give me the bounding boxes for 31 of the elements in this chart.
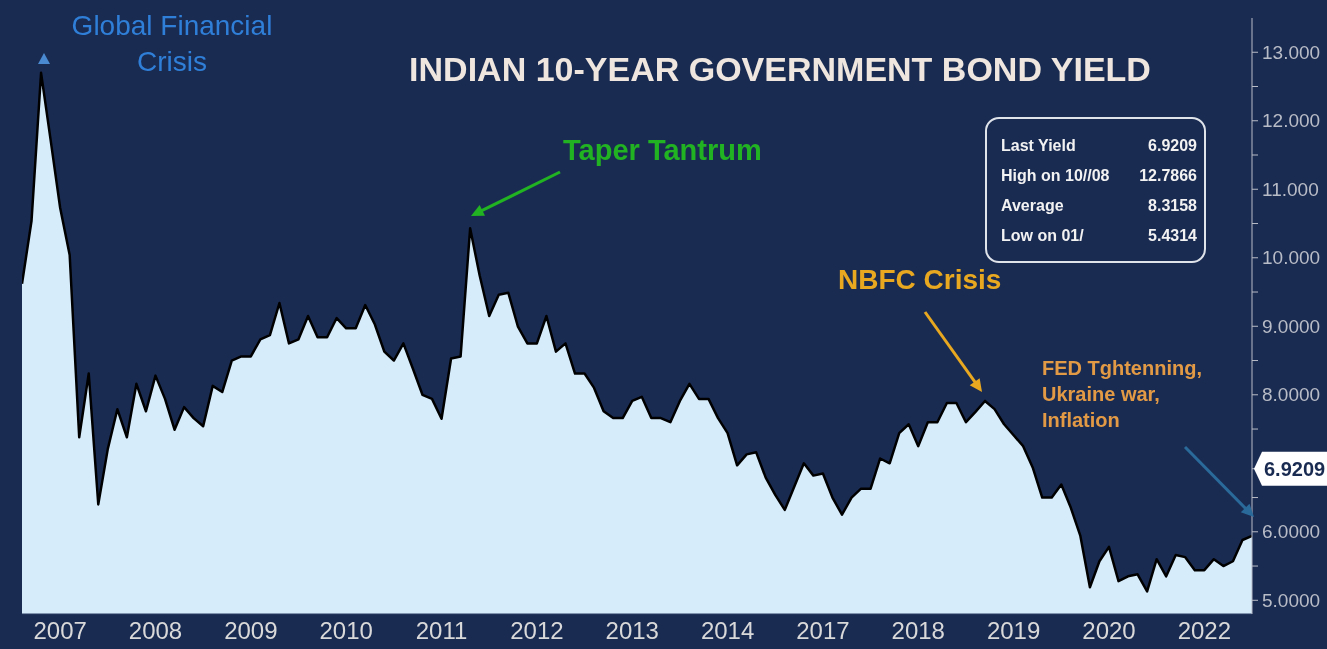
x-tick-label: 2011 — [415, 617, 468, 645]
y-tick-label: 9.0000 — [1262, 315, 1321, 337]
x-tick-label: 2009 — [224, 617, 278, 645]
y-tick-label: 6.0000 — [1262, 521, 1321, 543]
x-tick-label: 2007 — [33, 617, 87, 645]
x-tick-label: 2022 — [1177, 617, 1232, 645]
x-tick-label: 2008 — [128, 617, 183, 645]
y-tick-label: 6.9209 — [1264, 457, 1326, 480]
x-tick-label: 2020 — [1082, 617, 1136, 645]
x-tick-label: 2017 — [796, 617, 850, 645]
annotation: Global Financial Crisis — [70, 9, 274, 80]
y-tick-label: 12.000 — [1262, 110, 1321, 132]
text: Low on 01/ 5.4314 — [1001, 227, 1197, 244]
y-tick-label: 5.0000 — [1262, 589, 1321, 611]
text: Average 8.3158 — [1001, 197, 1197, 214]
text: INDIAN 10-YEAR GOVERNMENT BOND YIELD — [408, 50, 1152, 89]
text: High on 10//08 12.7866 — [1001, 167, 1197, 184]
annotation: Taper Tantrum — [563, 133, 763, 168]
x-tick-label: 2018 — [891, 617, 945, 645]
y-tick-label: 8.0000 — [1262, 384, 1321, 406]
x-tick-label: 2012 — [510, 617, 564, 645]
x-tick-label: 2019 — [986, 617, 1041, 645]
x-tick-label: 2014 — [700, 617, 755, 645]
annotation: FED Tghtenning, Ukraine war, Inflation — [1042, 356, 1203, 433]
x-tick-label: 2013 — [605, 617, 659, 645]
text: Last Yield 6.9209 — [1001, 137, 1197, 154]
annotation: NBFC Crisis — [838, 263, 1003, 297]
y-tick-label: 13.000 — [1262, 41, 1321, 63]
y-tick-label: 11.000 — [1262, 178, 1319, 200]
y-tick-label: 10.000 — [1262, 247, 1321, 269]
x-tick-label: 2010 — [319, 617, 373, 645]
